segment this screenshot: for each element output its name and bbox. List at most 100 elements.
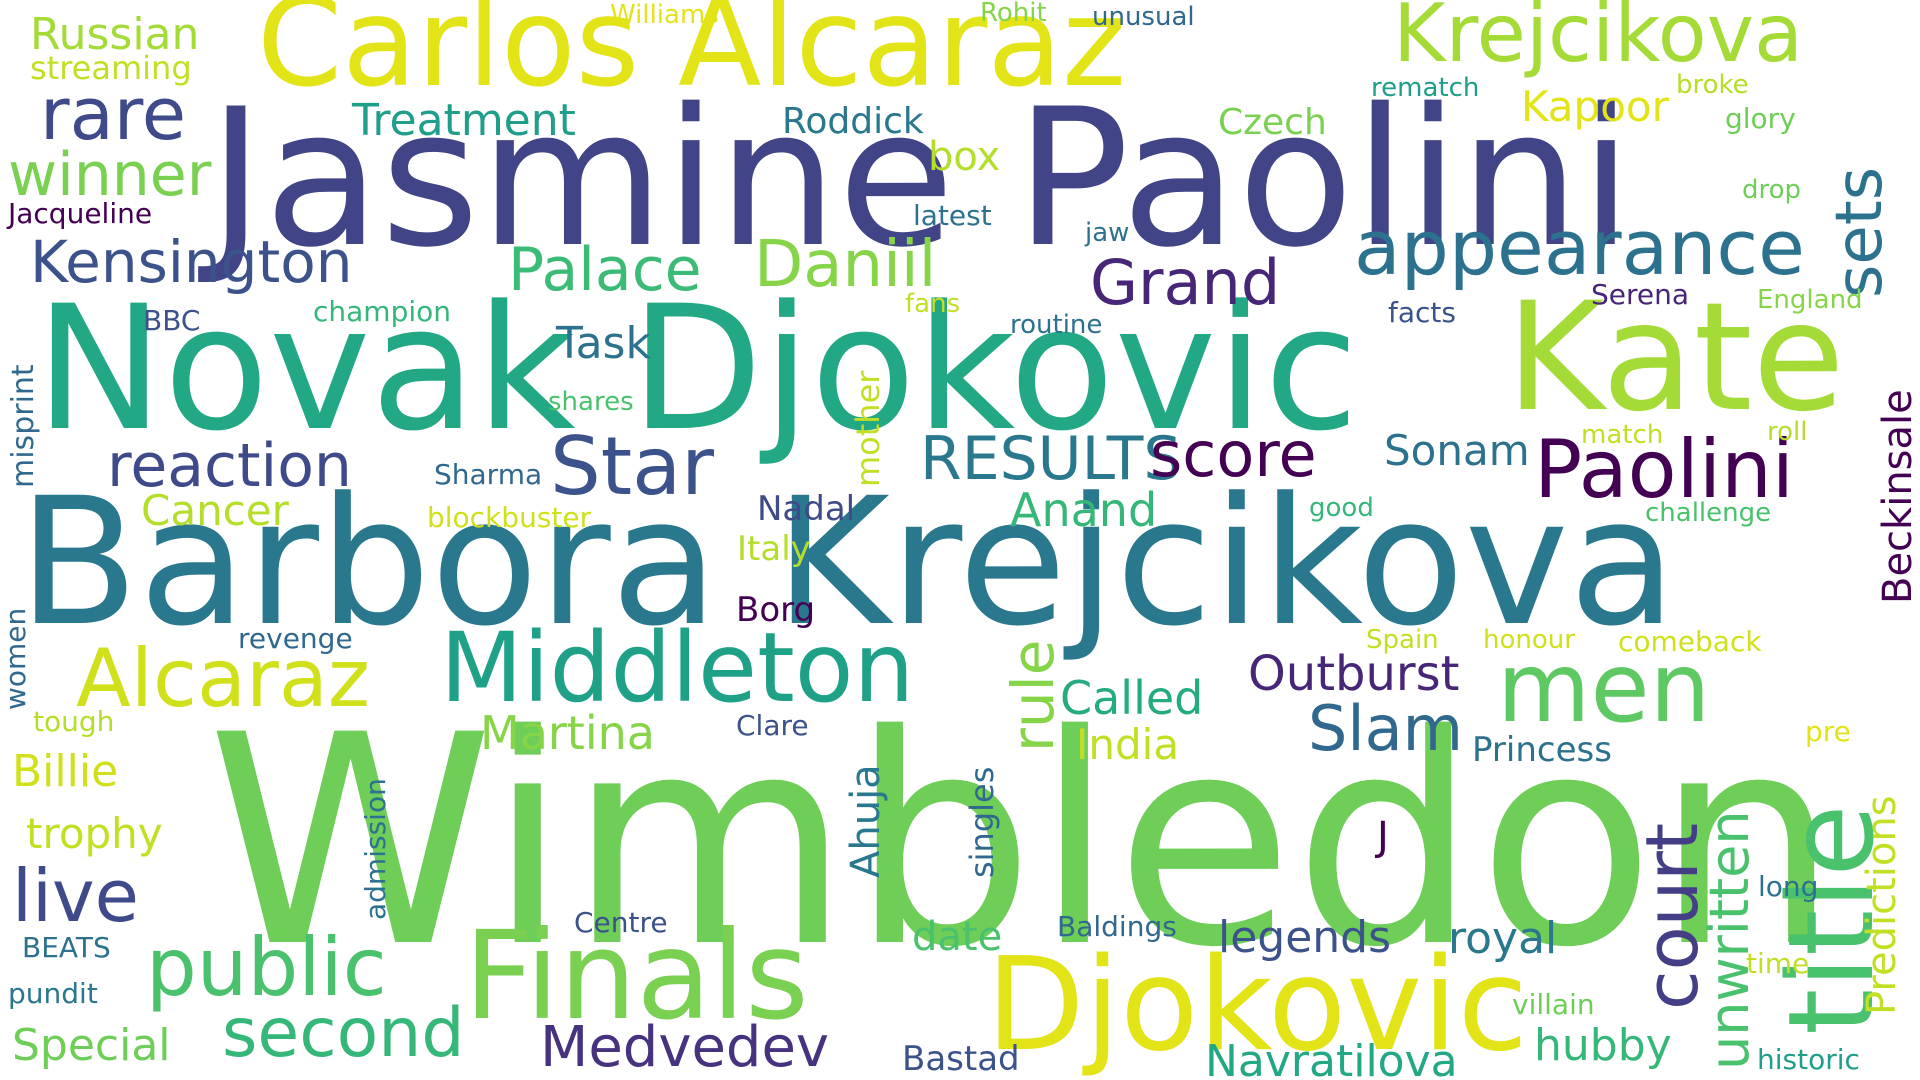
word: reaction <box>107 431 352 501</box>
word: rematch <box>1371 73 1480 103</box>
word: Beckinsale <box>1875 389 1920 604</box>
word: sets <box>1823 166 1897 298</box>
word: Jasmine Paolini <box>208 68 1633 289</box>
word: Billie <box>12 746 119 797</box>
word: roll <box>1767 417 1808 447</box>
word: historic <box>1757 1043 1860 1076</box>
word: Baldings <box>1057 910 1177 943</box>
word: Novak Djokovic <box>35 268 1359 469</box>
word: Princess <box>1472 730 1612 770</box>
word: winner <box>8 140 212 210</box>
word: public <box>146 921 387 1014</box>
word: Sharma <box>434 458 543 491</box>
word: live <box>12 854 139 938</box>
word: unwritten <box>1698 810 1761 1070</box>
word: facts <box>1388 296 1456 329</box>
word: Centre <box>574 906 668 939</box>
word: Navratilova <box>1205 1036 1458 1080</box>
word: Special <box>12 1020 171 1071</box>
word: Middleton <box>440 612 915 724</box>
word: legends <box>1218 912 1392 963</box>
word: Krejcikova <box>1393 0 1804 80</box>
word: glory <box>1725 102 1796 135</box>
word: date <box>912 914 1003 960</box>
word: revenge <box>238 622 353 655</box>
word: singles <box>963 766 1001 878</box>
word: rare <box>40 72 187 156</box>
word: Bastad <box>902 1039 1020 1079</box>
word: Czech <box>1218 102 1327 143</box>
word: Kapoor <box>1521 82 1669 131</box>
word: appearance <box>1354 203 1805 292</box>
word: challenge <box>1645 498 1772 528</box>
word: Barbora Krejcikova <box>18 460 1677 665</box>
word: champion <box>313 295 452 328</box>
word: long <box>1758 870 1819 903</box>
word: Kate <box>1506 271 1845 445</box>
word: trophy <box>26 809 163 858</box>
word: women <box>0 607 32 710</box>
word: Italy <box>737 529 811 569</box>
word: Called <box>1060 671 1204 725</box>
word: Finals <box>464 905 809 1047</box>
word: Anand <box>1010 483 1158 537</box>
word: latest <box>913 199 992 232</box>
word: score <box>1150 418 1317 491</box>
word: J <box>1377 814 1389 860</box>
word: fans <box>905 289 961 319</box>
word: blockbuster <box>427 501 592 534</box>
word: Slam <box>1308 692 1463 765</box>
word: admission <box>359 778 392 920</box>
word: drop <box>1742 175 1802 205</box>
word: RESULTS <box>920 424 1182 494</box>
word: Treatment <box>352 95 576 146</box>
word: Borg <box>736 590 816 630</box>
word: rule <box>999 639 1067 752</box>
word: match <box>1581 420 1664 450</box>
word: Djokovic <box>986 931 1528 1080</box>
word: good <box>1309 493 1374 523</box>
word: BBC <box>143 304 201 337</box>
word: Sonam <box>1384 426 1530 475</box>
word: Paolini <box>1534 423 1794 516</box>
word: Daniil <box>754 228 937 302</box>
word: Predictions <box>1859 795 1905 1015</box>
word: shares <box>548 387 634 417</box>
word: Carlos Alcaraz <box>257 0 1127 114</box>
word: Clare <box>736 709 809 742</box>
word: Wimbledon <box>207 674 1839 1011</box>
word: mother <box>849 370 887 487</box>
word: Grand <box>1090 246 1281 319</box>
word: Martina <box>480 706 655 760</box>
word: second <box>222 994 465 1073</box>
word: comeback <box>1618 625 1762 658</box>
word: pundit <box>8 977 98 1010</box>
word: royal <box>1448 913 1558 964</box>
word: villain <box>1512 988 1595 1021</box>
word: broke <box>1676 70 1749 100</box>
word: Cancer <box>141 486 289 535</box>
word: Williams <box>610 0 719 30</box>
word: Serena <box>1591 278 1690 311</box>
word: jaw <box>1085 218 1130 248</box>
word: Medvedev <box>540 1015 830 1080</box>
word: Rohit <box>980 0 1047 28</box>
word: pre <box>1805 715 1851 748</box>
word: Roddick <box>782 101 924 142</box>
word: Kensington <box>30 228 353 296</box>
word: England <box>1757 285 1863 315</box>
word: Russian <box>30 9 200 60</box>
word: box <box>928 134 1001 180</box>
word: Star <box>550 420 715 513</box>
word: misprint <box>6 364 41 488</box>
word: Palace <box>508 235 702 305</box>
word: Spain <box>1366 625 1439 655</box>
word: tough <box>33 705 115 738</box>
word: men <box>1497 632 1711 744</box>
word: Task <box>556 318 651 369</box>
word: time <box>1746 947 1810 980</box>
word: honour <box>1483 625 1575 655</box>
word: Nadal <box>757 489 856 529</box>
word: BEATS <box>22 931 111 964</box>
